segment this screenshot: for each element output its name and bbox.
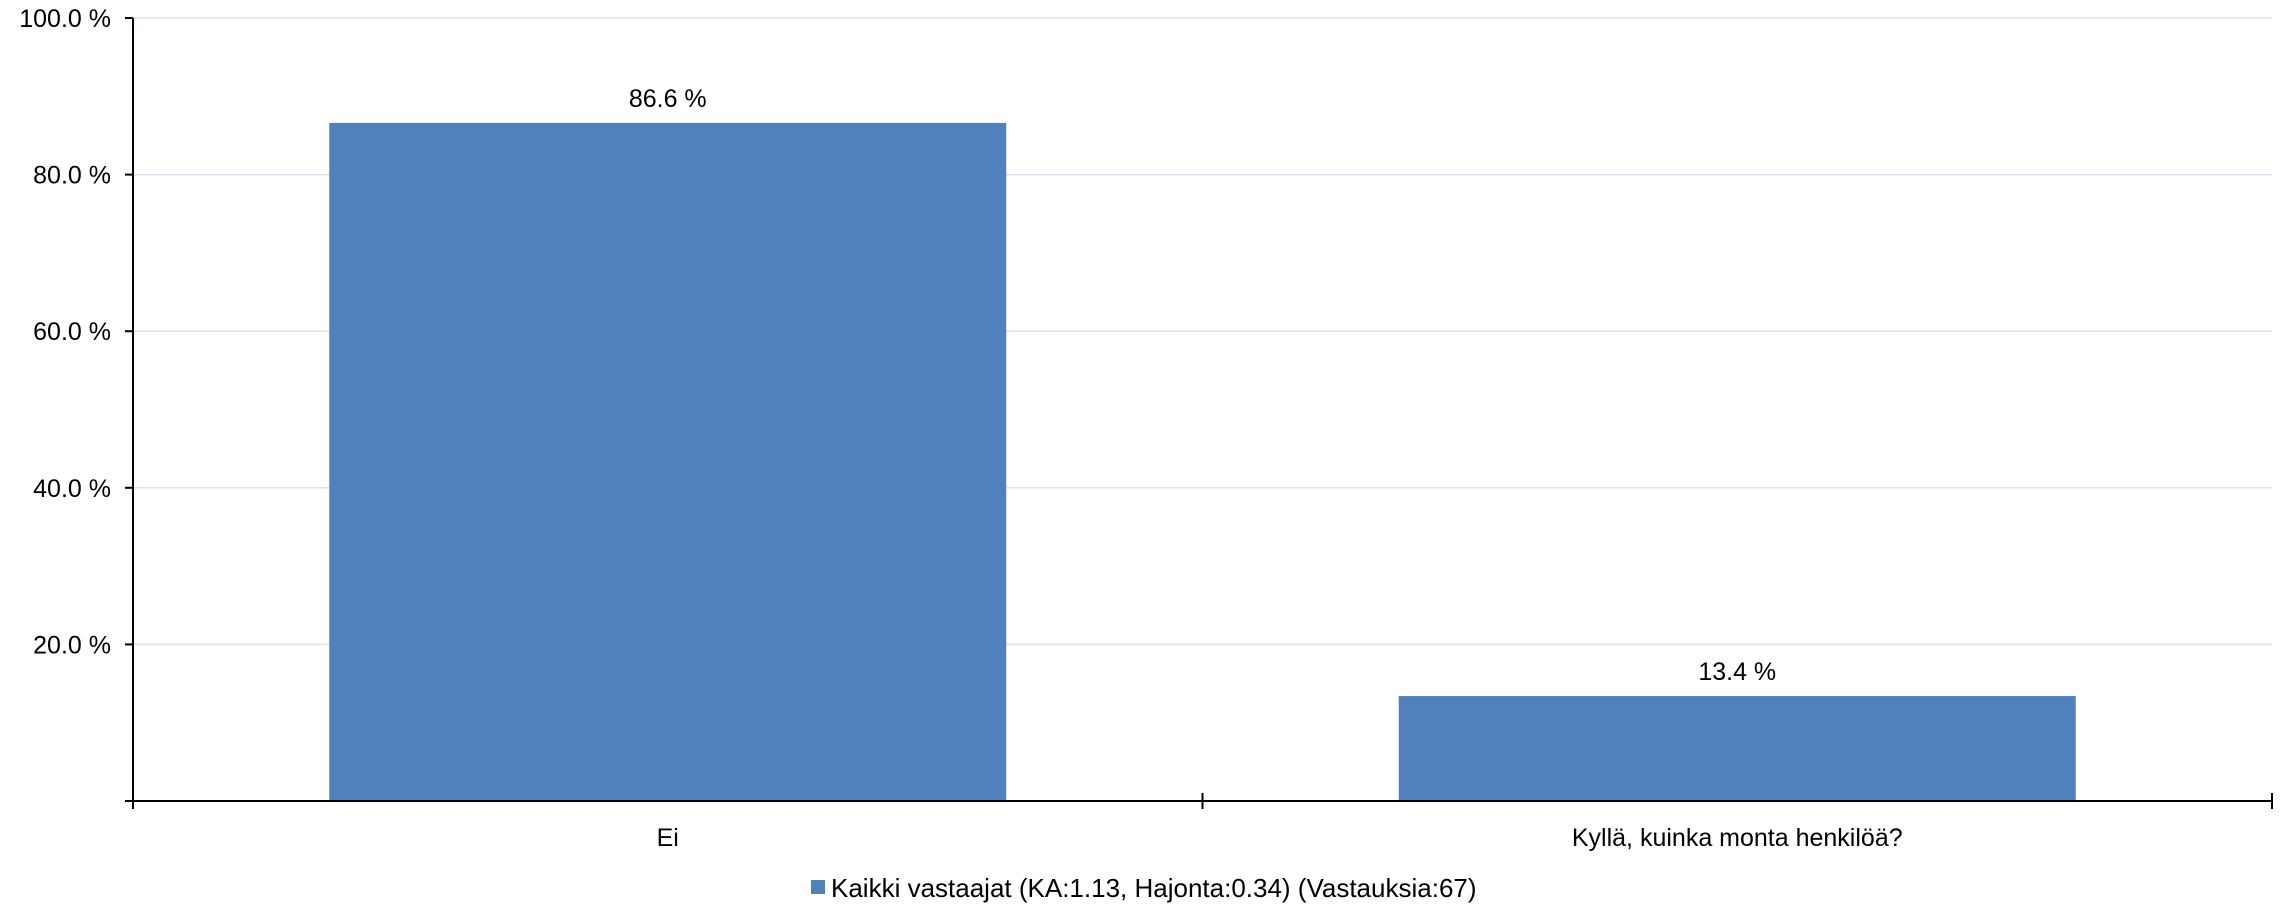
y-axis-ticks: 20.0 % 40.0 % 60.0 % 80.0 % 100.0 %: [19, 5, 133, 802]
y-tick-label: 20.0 %: [33, 631, 111, 659]
y-tick-label: 80.0 %: [33, 162, 111, 190]
x-axis-ticks: Ei Kyllä, kuinka monta henkilöä?: [132, 793, 2273, 852]
x-tick-label: Kyllä, kuinka monta henkilöä?: [1572, 824, 1903, 852]
bar: [329, 122, 1007, 801]
y-tick-label: 40.0 %: [33, 475, 111, 503]
y-tick-label: 100.0 %: [19, 5, 111, 33]
bar-value-label: 13.4 %: [1698, 658, 1776, 686]
legend: Kaikki vastaajat (KA:1.13, Hajonta:0.34)…: [811, 873, 1477, 903]
data-labels: 86.6 % 13.4 %: [629, 85, 1776, 686]
y-tick-label: 60.0 %: [33, 318, 111, 346]
bar-value-label: 86.6 %: [629, 85, 707, 113]
legend-swatch: [811, 880, 825, 894]
bar: [1398, 696, 2076, 801]
legend-label: Kaikki vastaajat (KA:1.13, Hajonta:0.34)…: [831, 873, 1477, 903]
bars: [329, 122, 2076, 801]
x-tick-label: Ei: [657, 824, 679, 852]
